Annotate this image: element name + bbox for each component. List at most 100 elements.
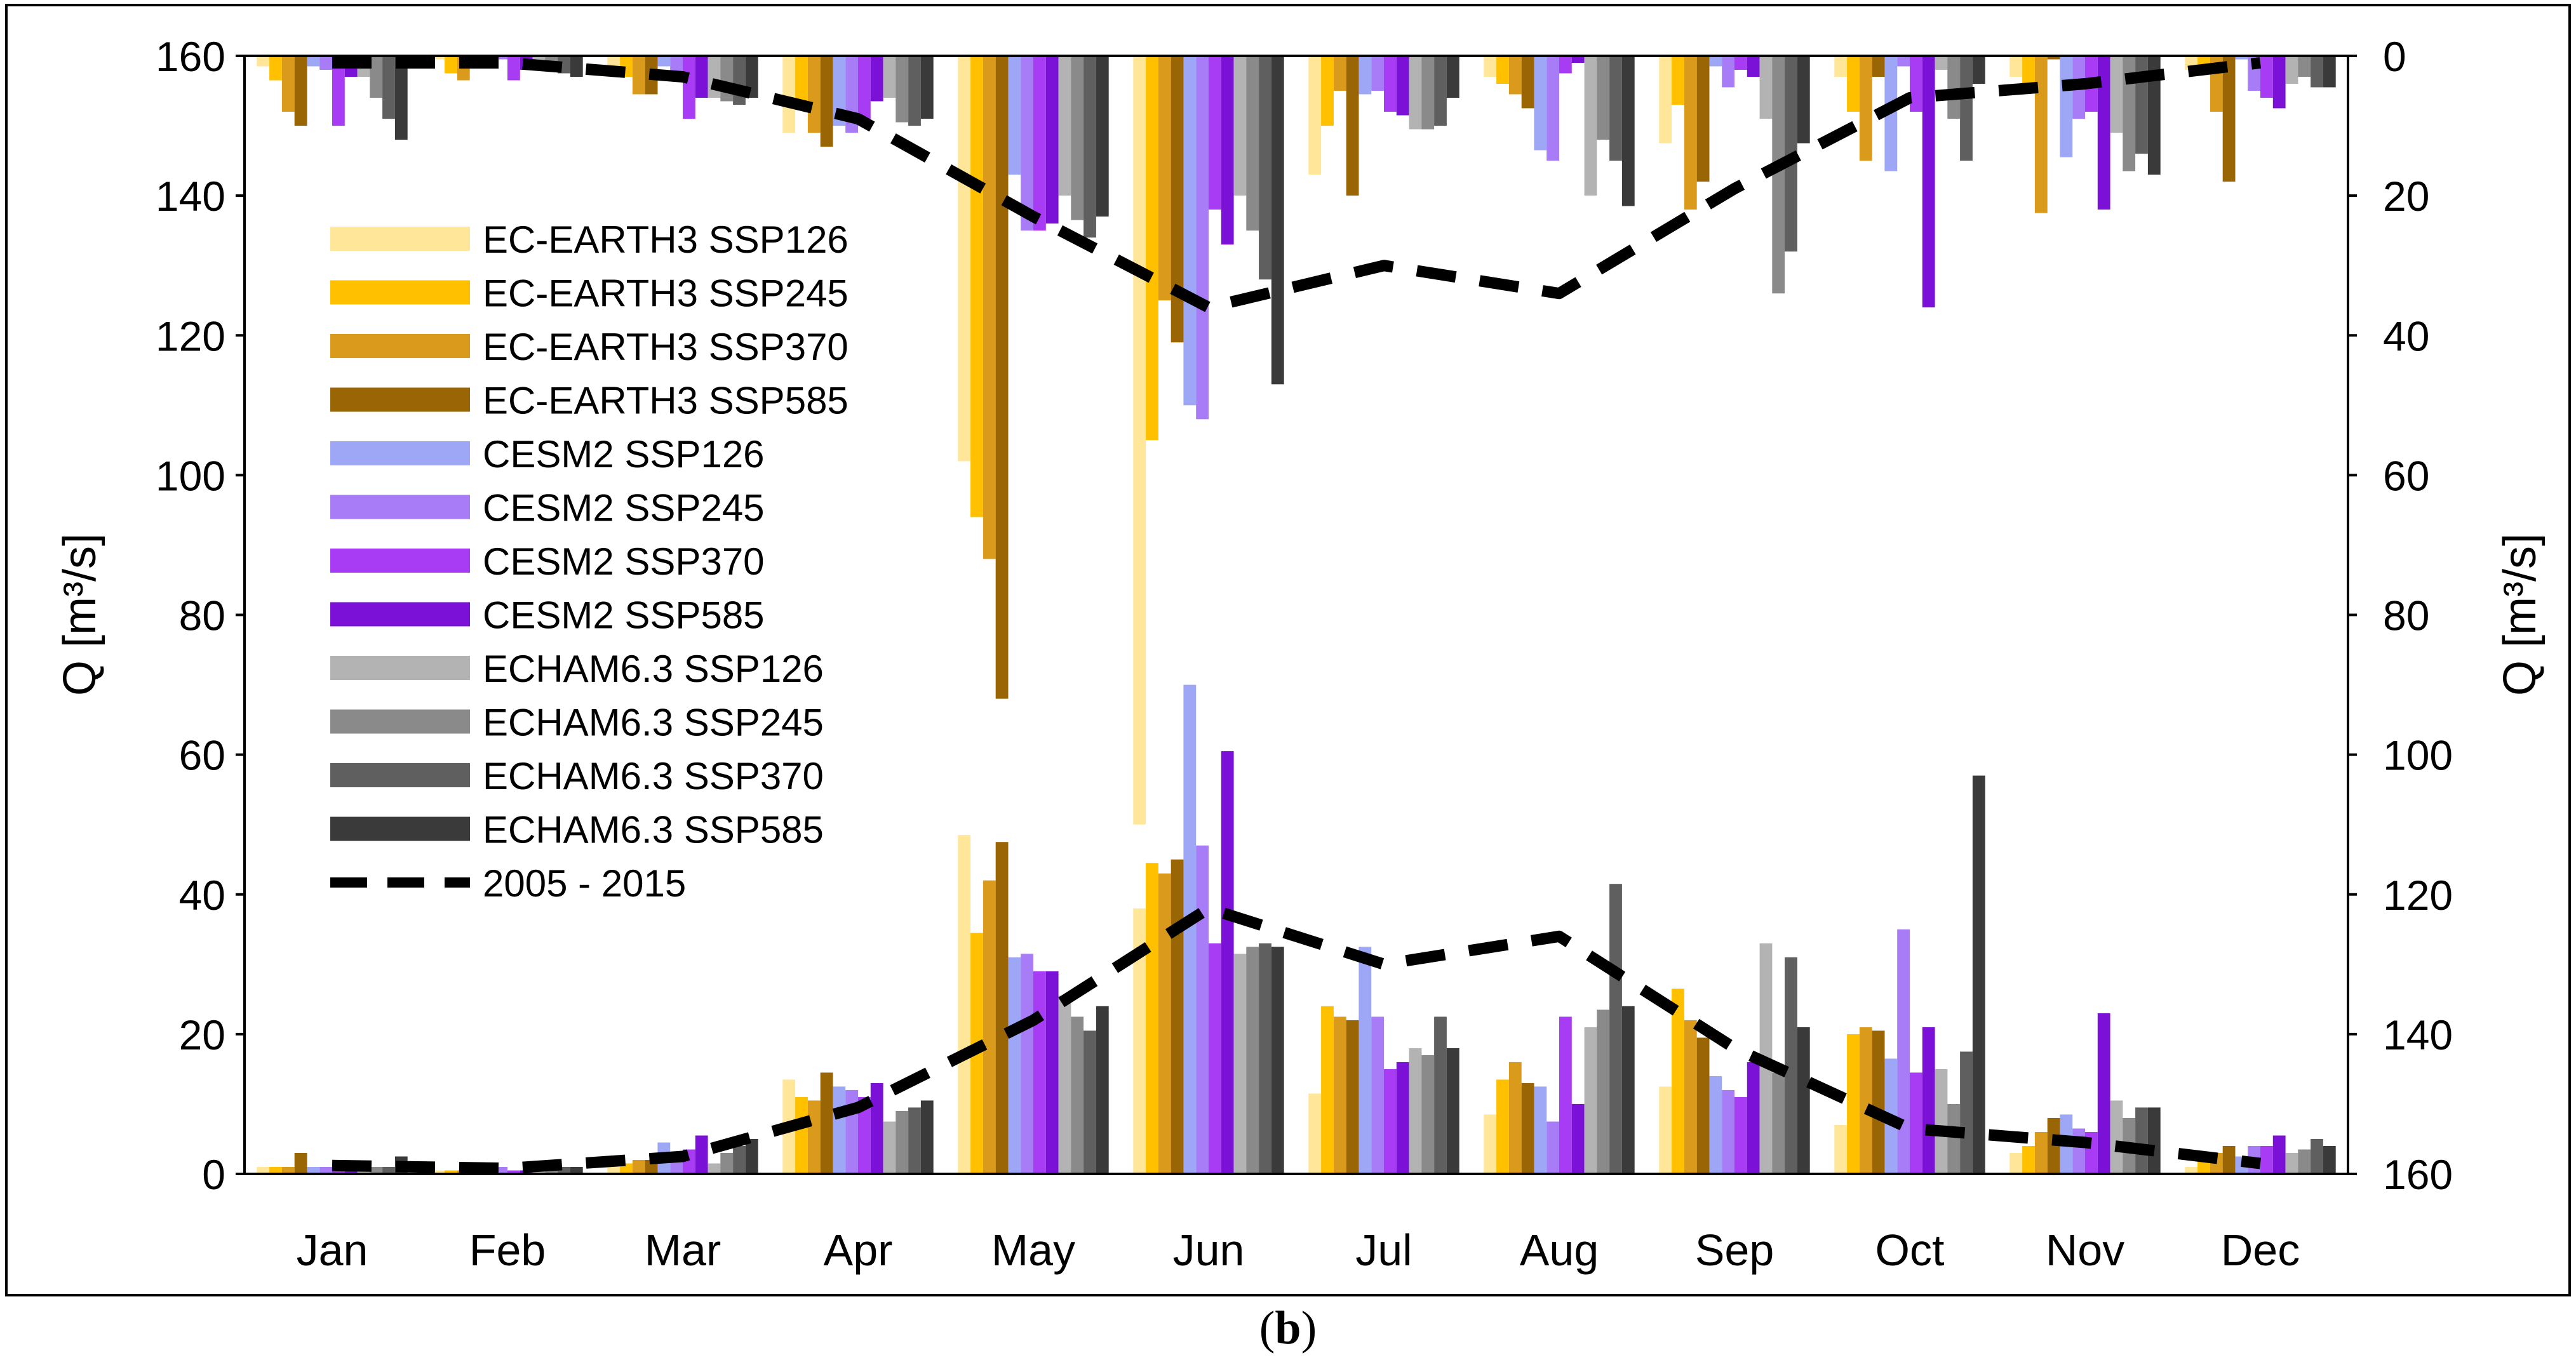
right-tick-label: 160 <box>2383 1151 2453 1198</box>
bar-top-oct-ec-earth3-ssp370 <box>1859 56 1872 161</box>
bar-may-echam6-3-ssp245 <box>1071 1016 1084 1174</box>
bar-top-nov-echam6-3-ssp585 <box>2147 56 2161 175</box>
bar-top-aug-ec-earth3-ssp585 <box>1521 56 1534 109</box>
right-tick-label: 80 <box>2383 592 2429 639</box>
bar-jan-ec-earth3-ssp370 <box>281 1167 295 1174</box>
bar-apr-ec-earth3-ssp370 <box>807 1100 821 1174</box>
bar-aug-cesm2-ssp126 <box>1534 1086 1547 1174</box>
legend-swatch <box>330 441 470 465</box>
bar-top-sep-cesm2-ssp370 <box>1734 56 1747 70</box>
bar-top-mar-ec-earth3-ssp370 <box>632 56 645 95</box>
bar-apr-ec-earth3-ssp585 <box>820 1072 833 1174</box>
bar-oct-cesm2-ssp370 <box>1910 1072 1922 1174</box>
bar-feb-cesm2-ssp370 <box>507 1170 520 1174</box>
right-tick-label: 0 <box>2383 33 2406 80</box>
bar-top-may-ec-earth3-ssp585 <box>995 56 1009 699</box>
bar-jan-cesm2-ssp126 <box>307 1167 320 1174</box>
bar-jul-echam6-3-ssp126 <box>1409 1048 1422 1174</box>
bar-may-cesm2-ssp370 <box>1033 971 1046 1174</box>
bar-top-jul-echam6-3-ssp585 <box>1446 56 1459 98</box>
bar-top-jun-echam6-3-ssp585 <box>1271 56 1284 385</box>
bar-aug-ec-earth3-ssp585 <box>1521 1082 1534 1174</box>
bar-top-jul-ec-earth3-ssp585 <box>1346 56 1359 196</box>
bar-oct-cesm2-ssp585 <box>1922 1027 1935 1174</box>
bar-nov-ec-earth3-ssp245 <box>2022 1146 2035 1174</box>
legend-label: ECHAM6.3 SSP245 <box>483 702 824 744</box>
legend-swatch <box>330 387 470 412</box>
bar-top-jun-echam6-3-ssp245 <box>1246 56 1259 231</box>
bar-jul-cesm2-ssp370 <box>1384 1069 1397 1174</box>
bar-sep-cesm2-ssp585 <box>1747 1062 1760 1174</box>
bar-top-sep-cesm2-ssp585 <box>1747 56 1760 77</box>
bar-jan-ec-earth3-ssp126 <box>257 1167 270 1174</box>
bar-may-cesm2-ssp585 <box>1045 971 1059 1174</box>
bar-jan-ec-earth3-ssp245 <box>269 1167 282 1174</box>
left-tick-label: 100 <box>156 452 225 499</box>
bar-jan-cesm2-ssp245 <box>319 1167 332 1174</box>
bar-top-jan-echam6-3-ssp245 <box>370 56 383 98</box>
bar-top-mar-echam6-3-ssp126 <box>708 56 721 98</box>
caption-label: b <box>1275 1302 1301 1354</box>
bar-top-jul-cesm2-ssp245 <box>1371 56 1384 91</box>
legend-swatch <box>330 763 470 787</box>
bar-top-jul-echam6-3-ssp370 <box>1434 56 1447 126</box>
bar-top-jul-cesm2-ssp126 <box>1358 56 1372 95</box>
bar-top-aug-ec-earth3-ssp370 <box>1508 56 1522 95</box>
left-tick-label: 140 <box>156 173 225 220</box>
bar-top-feb-ec-earth3-ssp126 <box>432 56 445 60</box>
bar-top-aug-echam6-3-ssp126 <box>1584 56 1597 196</box>
bar-top-aug-cesm2-ssp585 <box>1571 56 1585 63</box>
bar-mar-echam6-3-ssp245 <box>720 1153 734 1174</box>
bar-jun-cesm2-ssp245 <box>1196 845 1209 1174</box>
y-axis-title-right: Q [m³/s] <box>2495 533 2546 696</box>
bar-top-apr-echam6-3-ssp370 <box>908 56 921 126</box>
bar-jun-ec-earth3-ssp245 <box>1146 863 1158 1174</box>
bar-aug-cesm2-ssp245 <box>1546 1121 1559 1174</box>
bar-sep-cesm2-ssp126 <box>1709 1076 1722 1174</box>
bar-sep-echam6-3-ssp245 <box>1772 1072 1785 1174</box>
left-tick-label: 40 <box>179 872 225 919</box>
legend-swatch <box>330 602 470 627</box>
bar-top-may-ec-earth3-ssp370 <box>983 56 996 559</box>
bar-top-jul-cesm2-ssp585 <box>1396 56 1409 116</box>
bar-aug-echam6-3-ssp245 <box>1597 1009 1610 1174</box>
bar-top-jun-ec-earth3-ssp245 <box>1146 56 1158 441</box>
bar-top-dec-cesm2-ssp370 <box>2260 56 2273 98</box>
bar-feb-echam6-3-ssp126 <box>532 1170 546 1174</box>
bar-top-may-cesm2-ssp585 <box>1045 56 1059 224</box>
bar-top-jun-ec-earth3-ssp585 <box>1171 56 1184 343</box>
bar-jul-echam6-3-ssp245 <box>1421 1055 1435 1174</box>
legend-label: CESM2 SSP370 <box>483 540 765 583</box>
figure-frame <box>5 4 2571 1296</box>
bar-top-sep-echam6-3-ssp126 <box>1759 56 1773 119</box>
bar-top-apr-echam6-3-ssp245 <box>896 56 909 123</box>
bar-top-oct-ec-earth3-ssp126 <box>1834 56 1848 77</box>
bar-top-jul-ec-earth3-ssp370 <box>1333 56 1346 91</box>
bar-top-nov-ec-earth3-ssp585 <box>2047 56 2060 60</box>
bar-top-sep-ec-earth3-ssp585 <box>1696 56 1710 182</box>
bar-aug-echam6-3-ssp585 <box>1621 1006 1635 1174</box>
bar-top-oct-cesm2-ssp585 <box>1922 56 1935 308</box>
bar-top-jul-ec-earth3-ssp126 <box>1308 56 1322 175</box>
bar-top-oct-echam6-3-ssp585 <box>1972 56 1985 84</box>
x-tick-label-apr: Apr <box>824 1225 893 1275</box>
bar-may-echam6-3-ssp126 <box>1058 996 1071 1174</box>
right-tick-label: 60 <box>2383 452 2429 499</box>
bar-top-jul-cesm2-ssp370 <box>1384 56 1397 112</box>
bar-top-nov-echam6-3-ssp370 <box>2135 56 2148 154</box>
bar-top-sep-cesm2-ssp245 <box>1722 56 1734 88</box>
bar-top-may-cesm2-ssp370 <box>1033 56 1046 231</box>
bar-top-nov-cesm2-ssp126 <box>2060 56 2073 157</box>
bar-aug-echam6-3-ssp126 <box>1584 1027 1597 1174</box>
right-tick-label: 100 <box>2383 732 2453 779</box>
left-tick-label: 20 <box>179 1011 225 1058</box>
bar-top-jun-cesm2-ssp126 <box>1183 56 1197 406</box>
bar-top-apr-echam6-3-ssp126 <box>883 56 896 98</box>
bar-dec-ec-earth3-ssp245 <box>2197 1160 2210 1174</box>
right-tick-label: 140 <box>2383 1011 2453 1058</box>
bar-top-nov-ec-earth3-ssp126 <box>2009 56 2023 77</box>
bar-sep-ec-earth3-ssp126 <box>1659 1086 1672 1174</box>
bar-feb-echam6-3-ssp245 <box>545 1170 558 1174</box>
legend-swatch <box>330 816 470 841</box>
bar-top-apr-cesm2-ssp585 <box>870 56 883 102</box>
